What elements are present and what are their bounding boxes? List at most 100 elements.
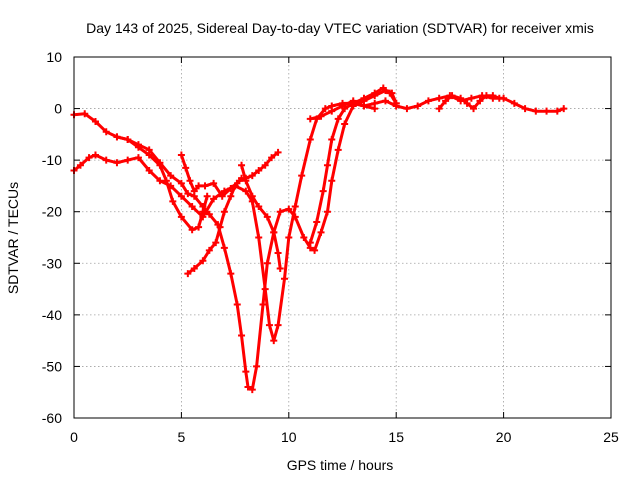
- data-point: [323, 208, 331, 216]
- y-tick-label: -30: [42, 255, 62, 271]
- data-point: [521, 105, 529, 113]
- data-point: [298, 172, 306, 180]
- data-point: [306, 239, 314, 247]
- data-point: [435, 94, 443, 102]
- data-point: [85, 154, 93, 162]
- y-tick-label: -20: [42, 204, 62, 220]
- data-point: [276, 208, 284, 216]
- y-tick-label: -10: [42, 152, 62, 168]
- data-series: [70, 84, 568, 394]
- data-point: [231, 182, 239, 190]
- data-point: [285, 205, 293, 213]
- data-point: [467, 94, 475, 102]
- data-point: [489, 92, 497, 100]
- data-point: [281, 275, 289, 283]
- data-point: [227, 192, 235, 200]
- data-point: [102, 156, 110, 164]
- data-point: [182, 164, 190, 172]
- data-point: [177, 192, 185, 200]
- data-point: [470, 105, 478, 113]
- data-point: [227, 270, 235, 278]
- data-point: [285, 234, 293, 241]
- data-point: [386, 89, 394, 97]
- data-point: [238, 331, 246, 339]
- data-point: [482, 92, 490, 100]
- data-point: [371, 99, 379, 107]
- data-point: [205, 210, 213, 218]
- y-tick-label: -40: [42, 307, 62, 323]
- series-group: [70, 87, 400, 394]
- data-point: [255, 166, 263, 174]
- data-point: [532, 107, 540, 115]
- data-point: [156, 161, 164, 169]
- data-point: [177, 151, 185, 159]
- data-point: [145, 151, 153, 159]
- plot-frame: [73, 56, 612, 419]
- data-point: [270, 337, 278, 345]
- data-point: [476, 97, 484, 105]
- data-point: [76, 161, 84, 169]
- data-point: [169, 197, 177, 205]
- data-point: [212, 239, 220, 247]
- series-line: [186, 176, 243, 276]
- data-point: [306, 136, 314, 144]
- data-point: [205, 246, 213, 254]
- data-point: [113, 133, 121, 141]
- data-point: [242, 177, 250, 185]
- series-group: [184, 174, 246, 278]
- data-point: [124, 136, 132, 144]
- data-point: [317, 112, 325, 120]
- x-tick-label: 25: [603, 429, 619, 445]
- data-point: [145, 166, 153, 174]
- chart-title: Day 143 of 2025, Sidereal Day-to-day VTE…: [86, 20, 594, 36]
- data-point: [463, 99, 471, 107]
- data-point: [317, 228, 325, 236]
- x-axis-label: GPS time / hours: [287, 457, 394, 473]
- data-point: [259, 301, 267, 309]
- data-point: [113, 159, 121, 167]
- data-point: [442, 97, 450, 105]
- data-point: [218, 192, 226, 200]
- x-tick-label: 20: [496, 429, 512, 445]
- y-tick-label: -50: [42, 358, 62, 374]
- data-point: [203, 192, 211, 200]
- data-point: [190, 187, 198, 195]
- data-point: [238, 161, 246, 169]
- data-point: [300, 234, 308, 241]
- data-point: [156, 177, 164, 185]
- data-point: [435, 105, 443, 113]
- data-point: [334, 146, 342, 154]
- data-point: [319, 187, 327, 195]
- data-point: [216, 223, 224, 231]
- series-group: [435, 92, 503, 113]
- data-point: [248, 192, 256, 200]
- data-point: [560, 105, 568, 113]
- data-point: [379, 84, 387, 92]
- data-point: [341, 120, 349, 128]
- data-point: [255, 203, 263, 211]
- data-point: [91, 117, 99, 125]
- data-point: [261, 285, 269, 293]
- y-tick-label: 0: [54, 101, 62, 117]
- data-point: [291, 203, 299, 211]
- data-point: [188, 226, 196, 234]
- data-point: [495, 94, 503, 102]
- data-point: [177, 179, 185, 187]
- data-point: [414, 102, 422, 110]
- data-point: [186, 177, 194, 185]
- data-point: [248, 386, 256, 394]
- data-point: [233, 301, 241, 309]
- data-point: [403, 105, 411, 113]
- data-point: [448, 92, 456, 100]
- data-point: [265, 321, 273, 329]
- series-group: [306, 92, 568, 123]
- data-point: [195, 182, 203, 190]
- data-point: [195, 223, 203, 231]
- data-point: [381, 97, 389, 105]
- data-point: [424, 97, 432, 105]
- data-point: [268, 154, 276, 162]
- data-point: [238, 174, 246, 182]
- x-tick-label: 15: [388, 429, 404, 445]
- data-point: [248, 172, 256, 180]
